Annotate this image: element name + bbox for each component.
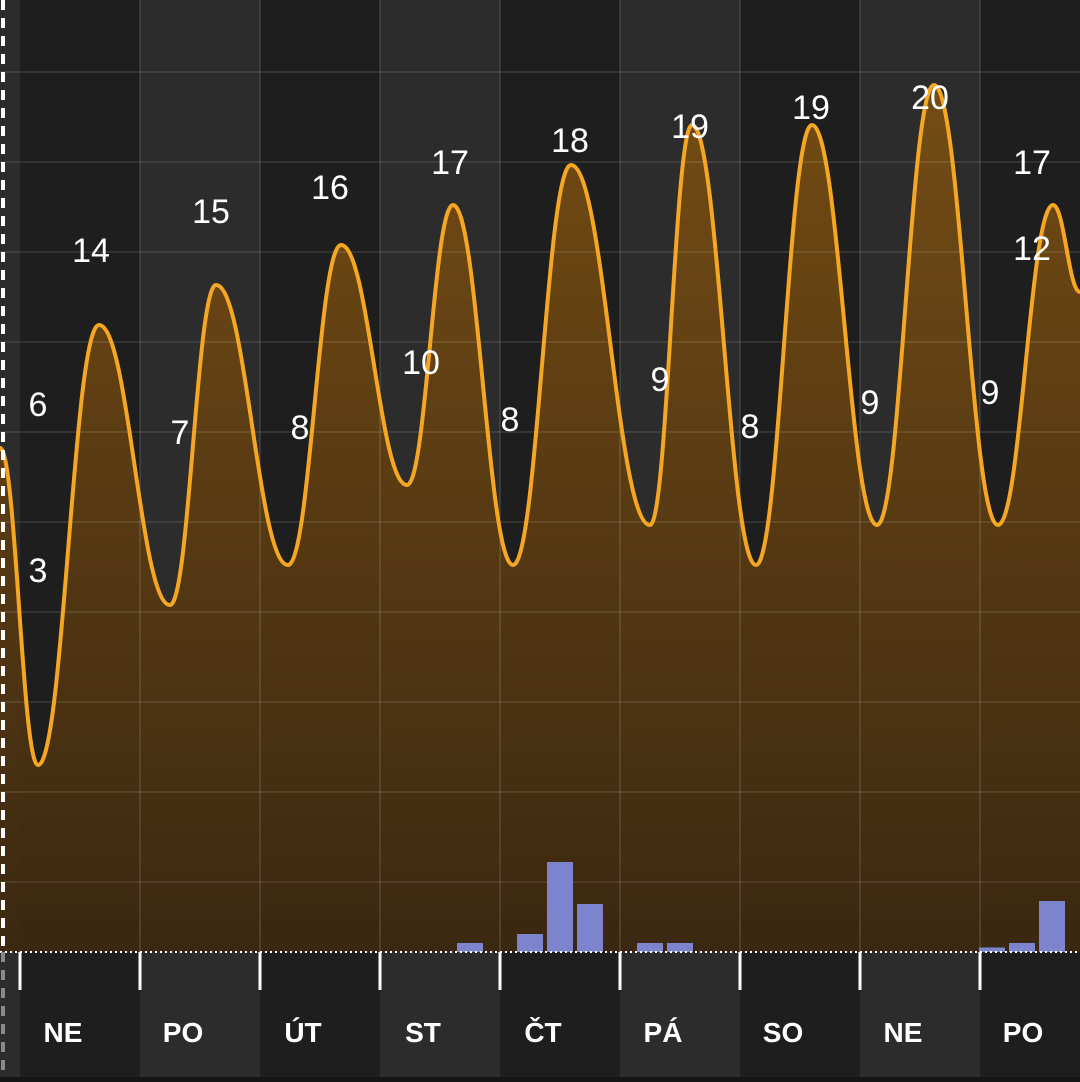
precipitation-bar [979, 947, 1005, 952]
day-label: NE [884, 1017, 923, 1048]
temperature-label: 9 [981, 374, 1000, 412]
temperature-area [0, 85, 1080, 952]
day-label: ÚT [284, 1017, 321, 1048]
temperature-label: 18 [551, 122, 589, 160]
temperature-label: 8 [501, 401, 520, 439]
precipitation-bar [547, 862, 573, 952]
temperature-label: 3 [29, 552, 48, 590]
temperature-label: 8 [291, 409, 310, 447]
temperature-label: 16 [311, 169, 349, 207]
temperature-label: 17 [1013, 144, 1051, 182]
temperature-label: 19 [792, 89, 830, 127]
temperature-label: 9 [861, 384, 880, 422]
temperature-line [0, 83, 1080, 767]
day-label: PÁ [644, 1017, 683, 1048]
temperature-label: 19 [671, 108, 709, 146]
temperature-label: 15 [192, 193, 230, 231]
day-label: PO [1003, 1017, 1043, 1048]
day-label: NE [44, 1017, 83, 1048]
day-label: SO [763, 1017, 803, 1048]
day-label: ST [405, 1017, 441, 1048]
temperature-label: 9 [651, 361, 670, 399]
temperature-label: 20 [911, 79, 949, 117]
temperature-label: 10 [402, 344, 440, 382]
precipitation-bar [577, 904, 603, 952]
day-label: ČT [524, 1016, 561, 1048]
temperature-label: 6 [29, 386, 48, 424]
precipitation-bar [1039, 901, 1065, 952]
temperature-label: 14 [72, 232, 110, 270]
temperature-label: 8 [741, 408, 760, 446]
precipitation-bar [1009, 943, 1035, 952]
precipitation-bar [667, 943, 693, 952]
day-label: PO [163, 1017, 203, 1048]
temperature-label: 7 [171, 414, 190, 452]
precipitation-bar [637, 943, 663, 952]
precipitation-bar [457, 943, 483, 952]
temperature-label: 17 [431, 144, 469, 182]
precipitation-bar [517, 934, 543, 952]
temperature-label: 12 [1013, 230, 1051, 268]
